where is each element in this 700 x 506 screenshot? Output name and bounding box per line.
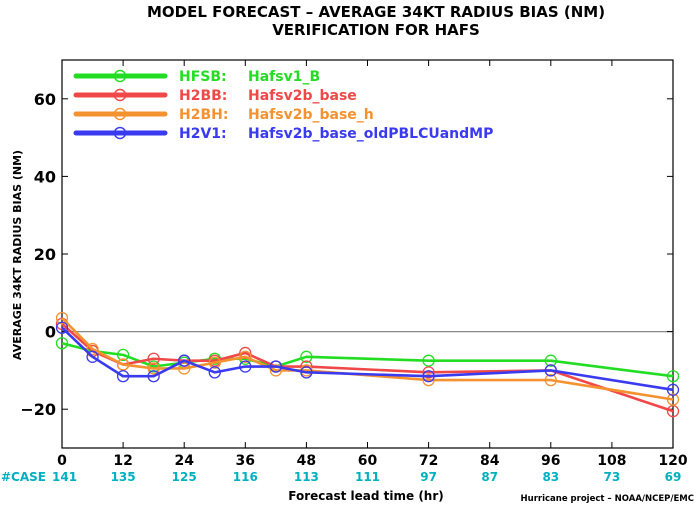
case-count: 69 [665, 470, 682, 484]
data-point [208, 366, 221, 379]
data-point [55, 311, 69, 325]
chart-title: MODEL FORECAST – AVERAGE 34KT RADIUS BIA… [147, 3, 605, 21]
y-axis-label: AVERAGE 34KT RADIUS BIAS (NM) [11, 150, 24, 360]
case-count: 87 [481, 470, 498, 484]
data-point [544, 364, 557, 377]
data-point [86, 350, 99, 363]
data-point [178, 354, 191, 367]
data-point [666, 370, 680, 383]
data-point [147, 352, 160, 365]
x-tick-label: 60 [358, 453, 378, 469]
legend-code: H2BH: [179, 107, 228, 123]
legend-swatch-marker [113, 107, 127, 121]
legend: HFSB: Hafsv1_B H2BB: Hafsv2b_base H2BH: Hafsv… [73, 69, 493, 142]
case-count: 116 [233, 470, 258, 484]
data-point [239, 346, 252, 360]
data-point [116, 370, 130, 383]
data-point [269, 364, 283, 377]
data-point [300, 350, 313, 363]
data-point [178, 362, 191, 375]
data-point [147, 370, 160, 383]
data-point [422, 373, 435, 387]
x-tick-label: 24 [174, 453, 194, 469]
x-tick-label: 48 [297, 453, 316, 469]
data-point [269, 360, 283, 373]
x-tick-label: 36 [236, 453, 255, 469]
legend-swatch-marker [113, 69, 127, 83]
x-tick-label: 108 [597, 453, 626, 469]
case-count: 83 [542, 470, 559, 484]
case-count: 135 [111, 470, 136, 484]
case-count: 113 [294, 470, 319, 484]
series-3 [55, 311, 680, 406]
data-point [239, 350, 252, 363]
series-4 [55, 321, 680, 396]
x-axis-label: Forecast lead time (hr) [288, 489, 444, 503]
legend-code: H2V1: [179, 126, 227, 142]
legend-name: Hafsv2b_base_h [248, 107, 374, 123]
x-tick-label: 96 [541, 453, 560, 469]
data-point [544, 373, 557, 387]
legend-code: HFSB: [179, 69, 227, 85]
legend-code: H2BB: [179, 88, 227, 104]
case-count: 141 [52, 470, 77, 484]
chart-subtitle: VERIFICATION FOR HAFS [272, 21, 480, 39]
legend-name: Hafsv2b_base [248, 88, 357, 104]
data-point [666, 383, 680, 396]
data-point [55, 337, 69, 350]
data-point [147, 362, 160, 375]
data-point [422, 370, 435, 383]
case-count: 111 [355, 470, 380, 484]
y-tick-label: 20 [34, 245, 56, 264]
legend-swatch-marker [113, 88, 127, 102]
legend-name: Hafsv2b_base_oldPBLCUandMP [248, 126, 493, 142]
legend-name: Hafsv1_B [248, 69, 320, 85]
y-tick-label: 60 [34, 90, 56, 109]
case-count: 73 [604, 470, 621, 484]
y-tick-label: 40 [34, 167, 56, 186]
case-count: 125 [172, 470, 197, 484]
case-count: 97 [420, 470, 437, 484]
x-tick-label: 72 [419, 453, 438, 469]
data-point [666, 393, 680, 406]
x-tick-label: 12 [113, 453, 132, 469]
data-point [544, 354, 557, 367]
data-point [116, 348, 130, 362]
data-point [208, 356, 221, 369]
case-label: #CASE [1, 470, 46, 484]
y-tick-label: 0 [45, 323, 56, 342]
legend-swatch-marker [113, 126, 127, 140]
data-point [239, 360, 252, 373]
y-tick-label: −20 [20, 400, 56, 419]
plot-area: −200204060014112135241253611648113601117… [1, 59, 688, 484]
x-tick-label: 120 [658, 453, 687, 469]
data-point [422, 366, 435, 379]
x-tick-label: 0 [57, 453, 67, 469]
data-point [55, 321, 69, 334]
data-point [300, 366, 313, 379]
x-tick-label: 84 [480, 453, 500, 469]
data-point [86, 342, 99, 356]
footer-credit: Hurricane project – NOAA/NCEP/EMC [521, 494, 694, 504]
